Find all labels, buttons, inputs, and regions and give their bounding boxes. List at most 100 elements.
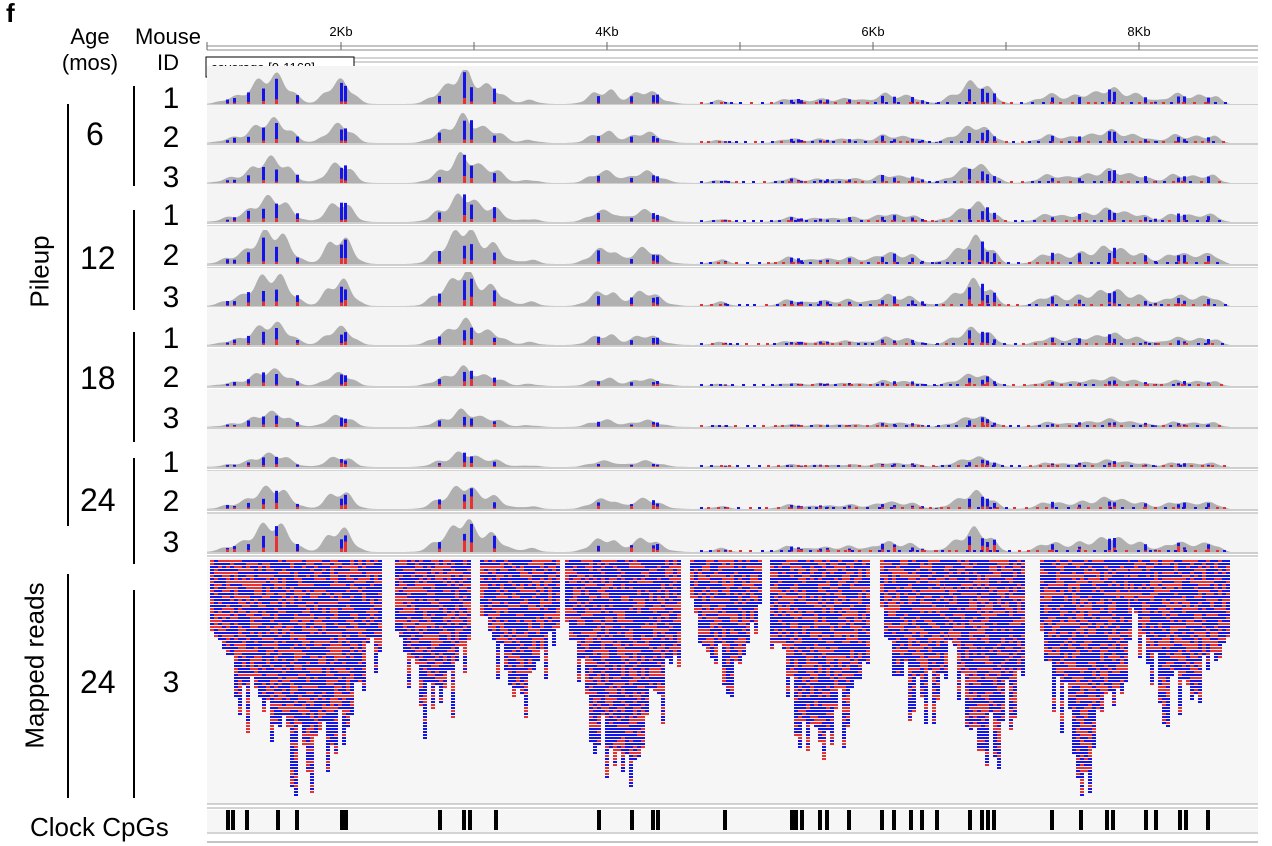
read-segment xyxy=(467,578,471,580)
coverage-area xyxy=(207,151,1230,183)
read-segment xyxy=(262,626,266,628)
read-segment xyxy=(419,692,423,694)
read-segment xyxy=(520,656,524,658)
read-segment xyxy=(439,680,443,682)
read-segment xyxy=(346,608,350,610)
read-segment xyxy=(512,578,516,580)
read-segment xyxy=(358,671,362,673)
read-segment xyxy=(423,641,427,643)
low-coverage-mark xyxy=(874,102,877,104)
read-segment xyxy=(374,596,378,598)
read-segment xyxy=(218,575,222,577)
read-segment xyxy=(467,602,471,604)
read-segment xyxy=(298,674,302,676)
read-segment xyxy=(443,668,447,670)
low-coverage-mark xyxy=(758,465,761,467)
pileup-tracks xyxy=(207,66,1258,557)
read-segment xyxy=(346,614,350,616)
read-segment xyxy=(234,626,238,628)
read-segment xyxy=(290,722,294,724)
read-segment xyxy=(455,659,459,661)
read-segment xyxy=(484,584,488,586)
read-segment xyxy=(210,602,214,604)
methylated-bar xyxy=(1207,464,1210,466)
read-segment xyxy=(310,647,314,649)
read-segment xyxy=(310,749,314,751)
read-segment xyxy=(230,578,234,580)
read-segment xyxy=(419,647,423,649)
low-coverage-mark xyxy=(809,262,812,264)
read-segment xyxy=(342,701,346,703)
read-segment xyxy=(459,632,463,634)
read-segment xyxy=(362,656,366,658)
read-segment xyxy=(411,575,415,577)
read-segment xyxy=(310,599,314,601)
read-segment xyxy=(286,647,290,649)
read-segment xyxy=(210,569,214,571)
read-segment xyxy=(504,614,508,616)
read-segment xyxy=(496,647,500,649)
read-segment xyxy=(407,560,411,562)
low-coverage-mark xyxy=(718,425,721,427)
read-segment xyxy=(234,638,238,640)
low-coverage-mark xyxy=(1222,141,1225,143)
read-segment xyxy=(294,629,298,631)
read-segment xyxy=(346,560,350,562)
read-segment xyxy=(342,650,346,652)
read-segment xyxy=(415,590,419,592)
read-segment xyxy=(326,593,330,595)
read-segment xyxy=(370,563,374,565)
read-segment xyxy=(338,578,342,580)
read-segment xyxy=(496,632,500,634)
unmethylated-bar xyxy=(1113,303,1116,306)
methylated-bar xyxy=(344,202,347,220)
low-coverage-mark xyxy=(780,141,783,143)
read-segment xyxy=(234,560,238,562)
read-segment xyxy=(496,674,500,676)
methylated-bar xyxy=(438,293,441,303)
read-segment xyxy=(334,671,338,673)
read-segment xyxy=(423,560,427,562)
unmethylated-bar xyxy=(881,549,884,552)
read-segment xyxy=(419,602,423,604)
methylated-bar xyxy=(275,526,278,537)
read-segment xyxy=(258,662,262,664)
read-segment xyxy=(431,614,435,616)
read-segment xyxy=(338,686,342,688)
read-segment xyxy=(330,578,334,580)
low-coverage-mark xyxy=(700,343,703,345)
read-segment xyxy=(286,671,290,673)
low-coverage-mark xyxy=(791,304,794,306)
read-segment xyxy=(334,734,338,736)
low-coverage-mark xyxy=(1216,507,1219,509)
unmethylated-bar xyxy=(275,464,278,467)
read-segment xyxy=(322,623,326,625)
read-segment xyxy=(447,590,451,592)
read-segment xyxy=(423,662,427,664)
read-segment xyxy=(250,587,254,589)
read-segment xyxy=(516,593,520,595)
read-segment xyxy=(346,623,350,625)
methylated-bar xyxy=(493,461,496,466)
read-segment xyxy=(306,713,310,715)
read-segment xyxy=(270,674,274,676)
read-segment xyxy=(423,584,427,586)
read-segment xyxy=(512,629,516,631)
read-segment xyxy=(258,692,262,694)
read-segment xyxy=(407,668,411,670)
low-coverage-mark xyxy=(953,181,956,183)
read-segment xyxy=(234,662,238,664)
methylated-bar xyxy=(935,426,938,427)
low-coverage-mark xyxy=(885,262,888,264)
read-segment xyxy=(350,599,354,601)
unmethylated-bar xyxy=(819,465,822,467)
methylated-bar xyxy=(652,464,655,466)
read-segment xyxy=(342,659,346,661)
low-coverage-mark xyxy=(936,343,939,345)
unmethylated-bar xyxy=(986,102,989,104)
unmethylated-bar xyxy=(296,262,299,264)
read-segment xyxy=(318,677,322,679)
read-segment xyxy=(262,581,266,583)
unmethylated-bar xyxy=(1113,506,1116,509)
read-segment xyxy=(218,632,222,634)
